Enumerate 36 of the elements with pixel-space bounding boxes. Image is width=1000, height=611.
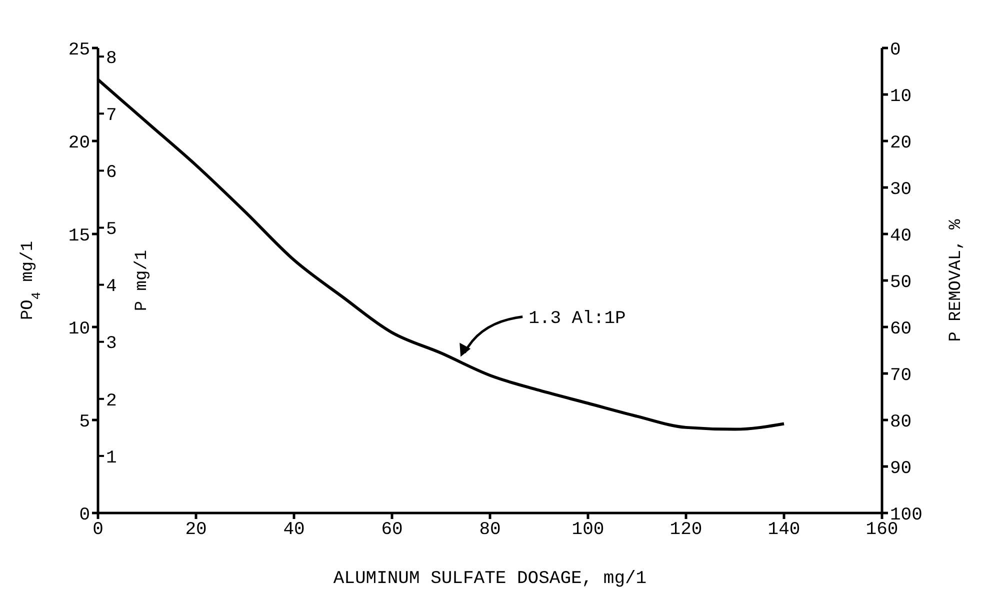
y3-tick-label: 40	[890, 226, 912, 246]
y2-tick-label: 7	[106, 106, 117, 126]
y3-tick-label: 10	[890, 86, 912, 107]
y3-tick-label: 60	[890, 319, 912, 340]
y3-tick-label: 50	[890, 272, 912, 293]
y2-tick-label: 2	[106, 391, 117, 412]
y-tick-label: 0	[79, 505, 90, 526]
x-tick-label: 120	[670, 520, 702, 540]
x-tick-label: 60	[381, 520, 403, 540]
y3-tick-label: 90	[890, 458, 912, 479]
y-tick-label: 5	[79, 412, 90, 432]
x-tick-label: 100	[572, 520, 604, 540]
y2-axis-title: P mg/1	[133, 250, 152, 312]
x-tick-label: 0	[92, 520, 104, 540]
y3-axis-title: P REMOVAL, %	[947, 218, 966, 342]
y-tick-label: 15	[68, 226, 90, 246]
y2-tick-label: 4	[106, 277, 117, 298]
x-tick-label: 140	[768, 520, 800, 540]
y2-tick-label: 5	[106, 220, 117, 240]
x-tick-label: 80	[479, 520, 501, 540]
x-axis-title: ALUMINUM SULFATE DOSAGE, mg/1	[333, 569, 647, 589]
y3-tick-label: 30	[890, 180, 912, 200]
y-tick-label: 25	[68, 40, 90, 60]
y3-tick-label: 70	[890, 366, 912, 386]
x-tick-label: 40	[283, 520, 305, 540]
annotation: 1.3 Al:1P	[528, 308, 626, 329]
y2-tick-label: 8	[106, 48, 117, 69]
y2-tick-label: 1	[106, 448, 117, 468]
y3-tick-label: 0	[890, 40, 901, 60]
y2-tick-label: 3	[106, 334, 117, 354]
y2-tick-label: 6	[106, 163, 117, 184]
y3-tick-label: 20	[890, 133, 912, 154]
y3-tick-label: 80	[890, 412, 912, 432]
y-tick-label: 10	[68, 319, 90, 340]
x-tick-label: 20	[185, 520, 207, 540]
y-tick-label: 20	[68, 133, 90, 154]
